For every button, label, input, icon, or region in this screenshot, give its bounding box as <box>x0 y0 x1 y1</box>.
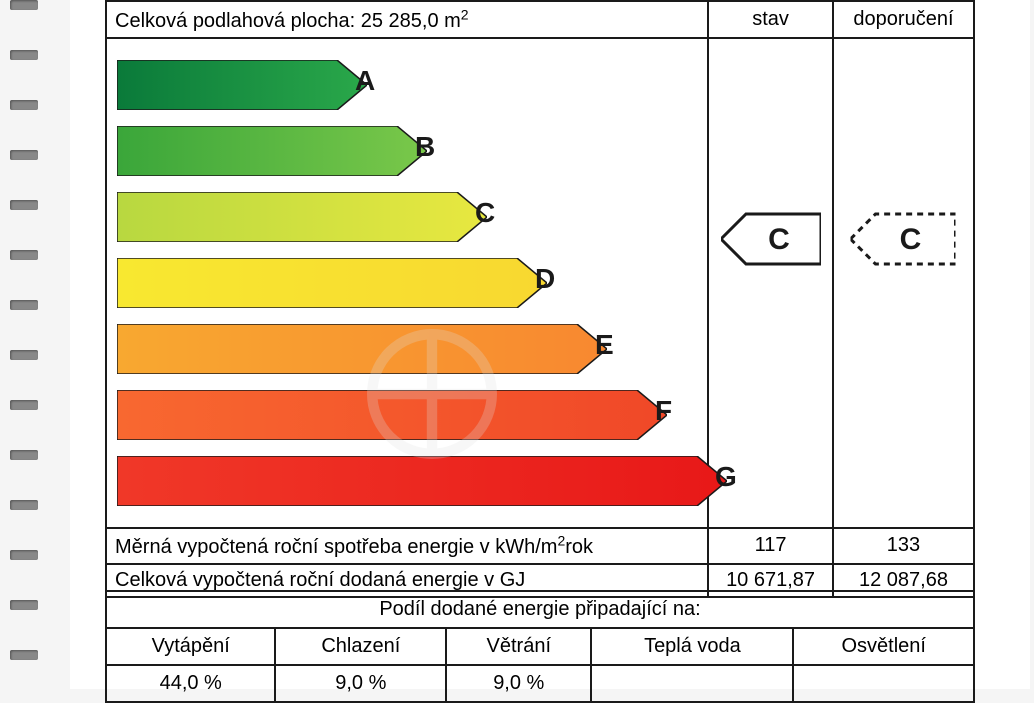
spiral-hole <box>10 550 38 560</box>
specific-consumption-label: Měrná vypočtená roční spotřeba energie v… <box>115 536 593 558</box>
floor-area-label: Celková podlahová plocha: 25 285,0 m2 <box>115 10 469 32</box>
share-val-hotwater <box>591 665 793 702</box>
document-page: Celková podlahová plocha: 25 285,0 m2 st… <box>70 0 1030 689</box>
recommended-rating-letter: C <box>900 223 922 256</box>
header-col-recommended-label: doporučení <box>853 8 953 30</box>
spiral-hole <box>10 500 38 510</box>
spiral-hole <box>10 100 38 110</box>
current-rating-letter: C <box>768 223 790 256</box>
spiral-hole <box>10 250 38 260</box>
share-title-cell: Podíl dodané energie připadající na: <box>106 591 974 628</box>
specific-consumption-val1: 117 <box>708 528 833 565</box>
floor-area-cell: Celková podlahová plocha: 25 285,0 m2 <box>106 1 708 38</box>
spiral-hole <box>10 0 38 10</box>
spiral-hole <box>10 600 38 610</box>
header-col-current-label: stav <box>752 8 789 30</box>
current-rating-cell: C <box>708 38 833 528</box>
spiral-hole <box>10 350 38 360</box>
energy-arrow-label-d: D <box>535 263 555 295</box>
header-col-recommended: doporučení <box>833 1 974 38</box>
share-val-lighting <box>793 665 974 702</box>
energy-share-table: Podíl dodané energie připadající na: Vyt… <box>105 590 975 703</box>
spiral-hole <box>10 300 38 310</box>
share-col-lighting: Osvětlení <box>793 628 974 665</box>
share-val-ventilation: 9,0 % <box>446 665 591 702</box>
specific-consumption-label-cell: Měrná vypočtená roční spotřeba energie v… <box>106 528 708 565</box>
energy-arrow-label-f: F <box>655 395 672 427</box>
energy-arrow-label-a: A <box>355 65 375 97</box>
energy-arrow-label-e: E <box>595 329 614 361</box>
spiral-hole <box>10 400 38 410</box>
header-col-current: stav <box>708 1 833 38</box>
spiral-hole <box>10 200 38 210</box>
energy-arrow-label-b: B <box>415 131 435 163</box>
share-col-heating: Vytápění <box>106 628 275 665</box>
energy-arrow-b: B <box>117 121 707 181</box>
recommended-rating-cell: C <box>833 38 974 528</box>
energy-arrow-label-c: C <box>475 197 495 229</box>
share-col-hotwater: Teplá voda <box>591 628 793 665</box>
spiral-hole <box>10 150 38 160</box>
share-col-ventilation: Větrání <box>446 628 591 665</box>
share-val-heating: 44,0 % <box>106 665 275 702</box>
specific-consumption-val2: 133 <box>833 528 974 565</box>
energy-arrow-d: D <box>117 253 707 313</box>
recommended-rating-pointer: C <box>851 209 956 275</box>
spiral-hole <box>10 650 38 660</box>
spiral-hole <box>10 450 38 460</box>
energy-arrows: A B C D E FG <box>107 55 707 511</box>
spiral-hole <box>10 50 38 60</box>
energy-label-table: Celková podlahová plocha: 25 285,0 m2 st… <box>105 0 975 598</box>
share-val-cooling: 9,0 % <box>275 665 446 702</box>
energy-arrow-f: F <box>117 385 707 445</box>
energy-chart-cell: A B C D E FG <box>106 38 708 528</box>
energy-arrow-e: E <box>117 319 707 379</box>
share-col-cooling: Chlazení <box>275 628 446 665</box>
current-rating-pointer: C <box>721 209 821 275</box>
energy-arrow-a: A <box>117 55 707 115</box>
spiral-binding <box>10 0 50 689</box>
energy-arrow-g: G <box>117 451 707 511</box>
energy-arrow-c: C <box>117 187 707 247</box>
